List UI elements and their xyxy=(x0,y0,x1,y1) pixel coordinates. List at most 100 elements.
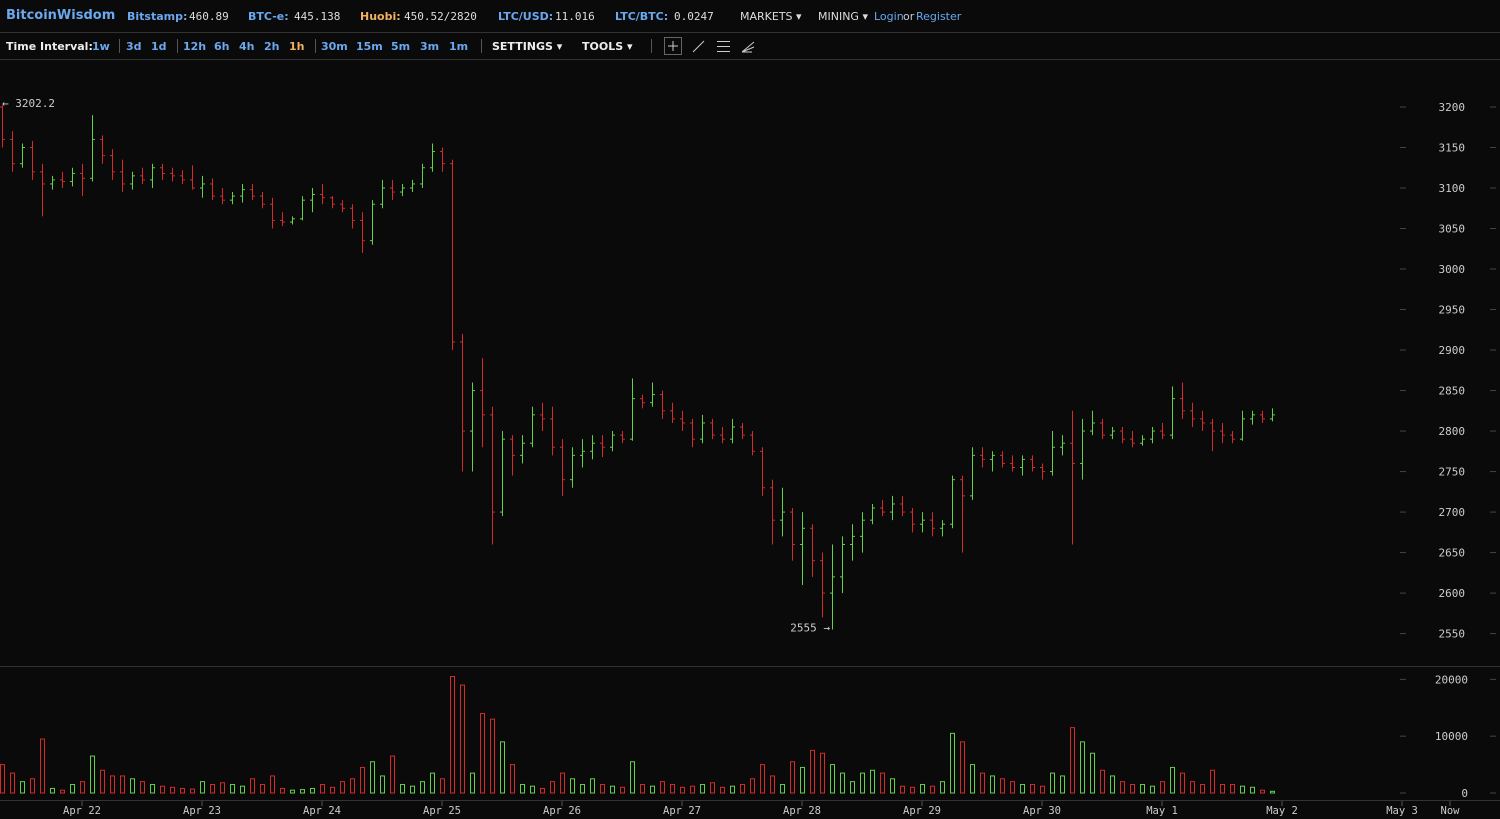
menu[interactable]: MINING ▾ xyxy=(818,10,868,23)
volume-bar xyxy=(1260,789,1265,794)
fib-tool[interactable] xyxy=(741,41,755,53)
volume-bar xyxy=(1150,785,1155,794)
volume-bar xyxy=(840,772,845,794)
interval-button[interactable]: 6h xyxy=(214,40,230,53)
volume-bar xyxy=(820,752,825,794)
interval-button[interactable]: 3d xyxy=(126,40,142,53)
volume-bar xyxy=(430,772,435,794)
volume-bar xyxy=(1120,781,1125,794)
interval-button[interactable]: 1d xyxy=(151,40,167,53)
high-label: ← 3202.2 xyxy=(2,97,55,110)
menu-label: SETTINGS xyxy=(492,40,553,53)
volume-bar xyxy=(290,789,295,794)
volume-bar xyxy=(210,783,215,794)
volume-bar xyxy=(420,781,425,794)
volume-bar xyxy=(1170,766,1175,794)
volume-bar xyxy=(900,785,905,794)
volume-bar xyxy=(960,741,965,794)
volume-bar xyxy=(120,775,125,794)
separator xyxy=(651,39,652,53)
menu[interactable]: MARKETS ▾ xyxy=(740,10,802,23)
volume-tick-label: 0 xyxy=(1461,787,1468,800)
header: BitcoinWisdom Bitstamp: 460.89 BTC-e: 44… xyxy=(0,0,1500,33)
volume-bar xyxy=(300,789,305,794)
volume-bar xyxy=(650,785,655,794)
volume-bar xyxy=(250,778,255,794)
y-tick-label: 2650 xyxy=(1439,547,1466,560)
volume-bar xyxy=(1090,752,1095,794)
volume-bar xyxy=(380,775,385,794)
x-tick-label: Apr 29 xyxy=(903,805,941,817)
y-tick-label: 2750 xyxy=(1439,466,1466,479)
volume-bar xyxy=(100,769,105,794)
volume-bar xyxy=(1060,775,1065,794)
y-tick-label: 2700 xyxy=(1439,506,1466,519)
ticker-label: BTC-e: xyxy=(248,10,289,23)
volume-bar xyxy=(660,781,665,794)
interval-button[interactable]: 5m xyxy=(391,40,411,53)
volume-bar xyxy=(1200,783,1205,794)
volume-bar xyxy=(570,778,575,794)
volume-bar xyxy=(340,781,345,794)
volume-bar xyxy=(990,775,995,794)
interval-button[interactable]: 1w xyxy=(92,40,110,53)
volume-bar xyxy=(550,781,555,794)
interval-button[interactable]: 1m xyxy=(449,40,469,53)
volume-bar xyxy=(1240,785,1245,794)
x-tick-label: Apr 27 xyxy=(663,805,701,817)
settings-menu[interactable]: SETTINGS ▾ xyxy=(492,40,563,53)
volume-bar xyxy=(180,787,185,794)
volume-bar xyxy=(500,741,505,794)
interval-button[interactable]: 4h xyxy=(239,40,255,53)
volume-bar xyxy=(240,785,245,794)
volume-bar xyxy=(950,732,955,794)
volume-bar xyxy=(20,781,25,794)
volume-bar xyxy=(930,785,935,794)
volume-bar xyxy=(60,789,65,794)
volume-bar xyxy=(50,787,55,794)
volume-bar xyxy=(1220,783,1225,794)
interval-button[interactable]: 12h xyxy=(183,40,207,53)
line-tool[interactable] xyxy=(692,40,705,53)
interval-button[interactable]: 15m xyxy=(356,40,383,53)
login-link[interactable]: Login xyxy=(874,10,904,23)
x-tick-label: May 3 xyxy=(1386,805,1418,817)
interval-label: Time Interval: xyxy=(6,40,93,53)
volume-bar xyxy=(540,787,545,794)
interval-button[interactable]: 30m xyxy=(321,40,348,53)
volume-bar xyxy=(150,783,155,794)
volume-bar xyxy=(1160,781,1165,794)
volume-bar xyxy=(350,778,355,794)
tools-menu[interactable]: TOOLS ▾ xyxy=(582,40,633,53)
volume-bar xyxy=(880,772,885,794)
volume-bar xyxy=(1020,783,1025,794)
volume-bar xyxy=(1080,741,1085,794)
volume-bar xyxy=(1070,727,1075,794)
volume-bar xyxy=(1230,783,1235,794)
crosshair-button[interactable] xyxy=(664,37,682,55)
interval-button[interactable]: 2h xyxy=(264,40,280,53)
volume-bar xyxy=(330,786,335,794)
volume-bar xyxy=(1210,769,1215,794)
register-link[interactable]: Register xyxy=(916,10,962,23)
y-tick-label: 3000 xyxy=(1439,263,1466,276)
x-tick-label: Apr 22 xyxy=(63,805,101,817)
volume-bar xyxy=(1180,772,1185,794)
volume-bar xyxy=(800,766,805,794)
volume-bar xyxy=(940,781,945,794)
volume-bar xyxy=(1190,781,1195,794)
volume-bar xyxy=(1030,783,1035,794)
volume-bar xyxy=(220,782,225,794)
volume-bar xyxy=(610,785,615,794)
x-tick-label: Apr 24 xyxy=(303,805,341,817)
brand[interactable]: BitcoinWisdom xyxy=(6,8,116,23)
volume-bar xyxy=(170,786,175,794)
menu-label: TOOLS xyxy=(582,40,624,53)
volume-bar xyxy=(750,778,755,794)
interval-button[interactable]: 3m xyxy=(420,40,440,53)
interval-button[interactable]: 1h xyxy=(289,40,305,53)
volume-bar xyxy=(450,676,455,794)
volume-bar xyxy=(620,786,625,794)
volume-bar xyxy=(810,749,815,794)
